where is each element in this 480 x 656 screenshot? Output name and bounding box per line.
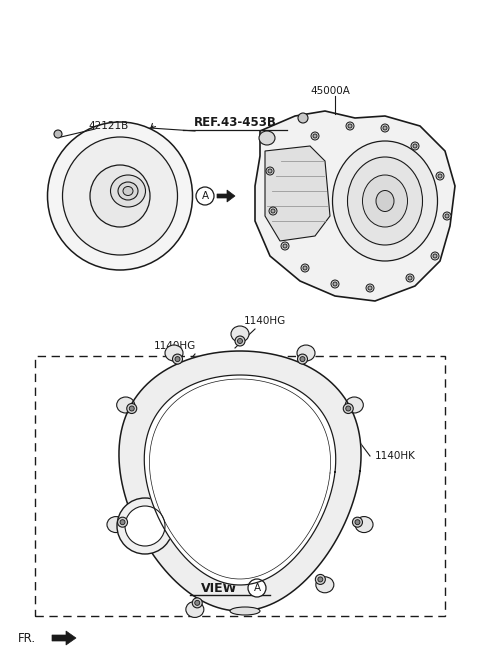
Circle shape — [311, 132, 319, 140]
Circle shape — [196, 187, 214, 205]
Circle shape — [125, 506, 165, 546]
Ellipse shape — [186, 602, 204, 617]
Ellipse shape — [48, 122, 192, 270]
Circle shape — [346, 122, 354, 130]
Polygon shape — [255, 111, 455, 301]
Text: 1140HK: 1140HK — [375, 451, 416, 461]
Circle shape — [195, 600, 200, 605]
Circle shape — [268, 169, 272, 173]
Circle shape — [406, 274, 414, 282]
Circle shape — [283, 244, 287, 248]
Polygon shape — [265, 146, 330, 241]
Ellipse shape — [259, 131, 275, 145]
Circle shape — [318, 577, 323, 582]
Circle shape — [348, 124, 352, 128]
Ellipse shape — [355, 516, 373, 533]
Text: 1140HG: 1140HG — [244, 316, 286, 326]
Polygon shape — [119, 351, 361, 611]
Circle shape — [433, 254, 437, 258]
Ellipse shape — [117, 397, 135, 413]
Text: 42121B: 42121B — [88, 121, 128, 131]
Ellipse shape — [165, 345, 183, 361]
Text: REF.43-453B: REF.43-453B — [193, 117, 276, 129]
Circle shape — [301, 264, 309, 272]
Ellipse shape — [230, 607, 260, 615]
Circle shape — [248, 579, 266, 597]
Text: 45000A: 45000A — [310, 86, 350, 96]
Ellipse shape — [348, 157, 422, 245]
Circle shape — [271, 209, 275, 213]
Circle shape — [303, 266, 307, 270]
Circle shape — [172, 354, 182, 364]
Text: 1140HG: 1140HG — [154, 341, 196, 351]
Text: A: A — [202, 191, 209, 201]
Ellipse shape — [345, 397, 363, 413]
Circle shape — [175, 357, 180, 361]
Circle shape — [436, 172, 444, 180]
Polygon shape — [52, 631, 76, 645]
Circle shape — [381, 124, 389, 132]
Circle shape — [129, 406, 134, 411]
Circle shape — [413, 144, 417, 148]
Polygon shape — [217, 190, 235, 202]
Ellipse shape — [376, 190, 394, 211]
Circle shape — [333, 282, 337, 286]
Circle shape — [235, 336, 245, 346]
Circle shape — [346, 406, 351, 411]
Ellipse shape — [62, 137, 178, 255]
Circle shape — [355, 520, 360, 525]
Circle shape — [238, 338, 242, 344]
Text: VIEW: VIEW — [201, 581, 237, 594]
Circle shape — [192, 598, 202, 608]
Circle shape — [366, 284, 374, 292]
Bar — [35, 356, 445, 616]
Circle shape — [298, 354, 308, 364]
Circle shape — [127, 403, 137, 413]
Ellipse shape — [90, 165, 150, 227]
Circle shape — [411, 142, 419, 150]
Ellipse shape — [333, 141, 437, 261]
Circle shape — [281, 242, 289, 250]
Circle shape — [343, 403, 353, 413]
Ellipse shape — [231, 326, 249, 342]
Circle shape — [368, 286, 372, 290]
Circle shape — [298, 113, 308, 123]
Ellipse shape — [110, 175, 145, 207]
Ellipse shape — [107, 516, 125, 533]
Circle shape — [443, 212, 451, 220]
Ellipse shape — [297, 345, 315, 361]
Circle shape — [313, 134, 317, 138]
Circle shape — [445, 214, 449, 218]
Circle shape — [431, 252, 439, 260]
Circle shape — [118, 517, 128, 527]
Ellipse shape — [362, 175, 408, 227]
Circle shape — [300, 357, 305, 361]
Circle shape — [120, 520, 125, 525]
Ellipse shape — [118, 182, 138, 200]
Circle shape — [54, 130, 62, 138]
Text: A: A — [253, 583, 261, 593]
Text: FR.: FR. — [18, 632, 36, 644]
Circle shape — [352, 517, 362, 527]
Circle shape — [331, 280, 339, 288]
Circle shape — [117, 498, 173, 554]
Ellipse shape — [316, 577, 334, 593]
Circle shape — [269, 207, 277, 215]
Circle shape — [408, 276, 412, 280]
Circle shape — [438, 174, 442, 178]
Circle shape — [315, 575, 325, 584]
Circle shape — [266, 167, 274, 175]
Polygon shape — [144, 375, 336, 585]
Circle shape — [383, 126, 387, 130]
Ellipse shape — [123, 186, 133, 195]
